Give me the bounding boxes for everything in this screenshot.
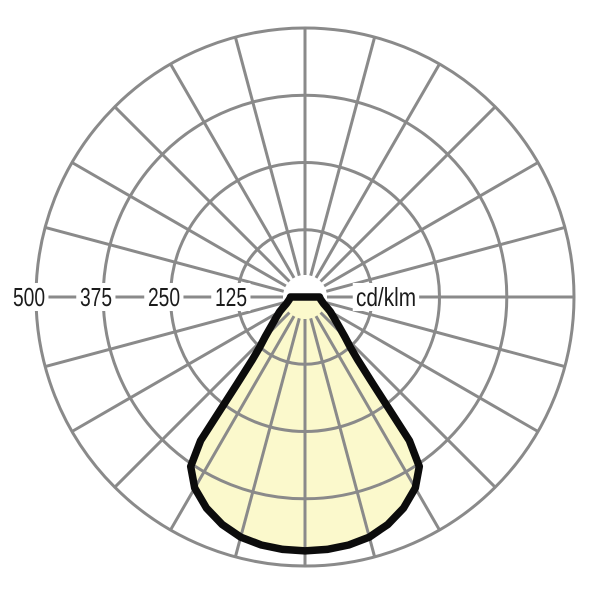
grid-spoke-300: [71, 161, 287, 288]
grid-spoke-60: [323, 161, 539, 288]
radial-tick-label-375-text: 375: [76, 283, 117, 311]
grid-spoke-285: [44, 225, 285, 293]
grid-spoke-150: [314, 315, 441, 531]
unit-label-text: cd/klm: [352, 283, 420, 311]
grid-spoke-105: [325, 301, 566, 369]
grid-spoke-75: [325, 225, 566, 293]
intensity-distribution-outline: [186, 293, 424, 555]
grid-spoke-345: [233, 36, 301, 277]
grid-spoke-45: [319, 105, 497, 283]
grid-spoke-210: [169, 315, 296, 531]
grid-spoke-315: [113, 105, 291, 283]
radial-tick-label-500: 500: [2, 283, 55, 311]
grid-spoke-15: [309, 36, 377, 277]
grid-spoke-195: [233, 317, 301, 558]
radial-tick-label-500-text: 500: [9, 283, 49, 311]
grid-spoke-255: [44, 301, 285, 369]
radial-tick-label-250: 250: [137, 283, 190, 311]
unit-label: cd/klm: [344, 283, 427, 311]
radial-tick-label-375: 375: [70, 283, 123, 311]
grid-spoke-165: [309, 317, 377, 558]
grid-spoke-120: [323, 306, 539, 433]
radial-tick-label-125: 125: [204, 283, 257, 311]
grid-spoke-240: [71, 306, 287, 433]
grid-spoke-330: [169, 63, 296, 279]
radial-tick-label-125-text: 125: [210, 283, 251, 311]
radial-tick-label-250-text: 250: [143, 283, 184, 311]
grid-spoke-30: [314, 63, 441, 279]
